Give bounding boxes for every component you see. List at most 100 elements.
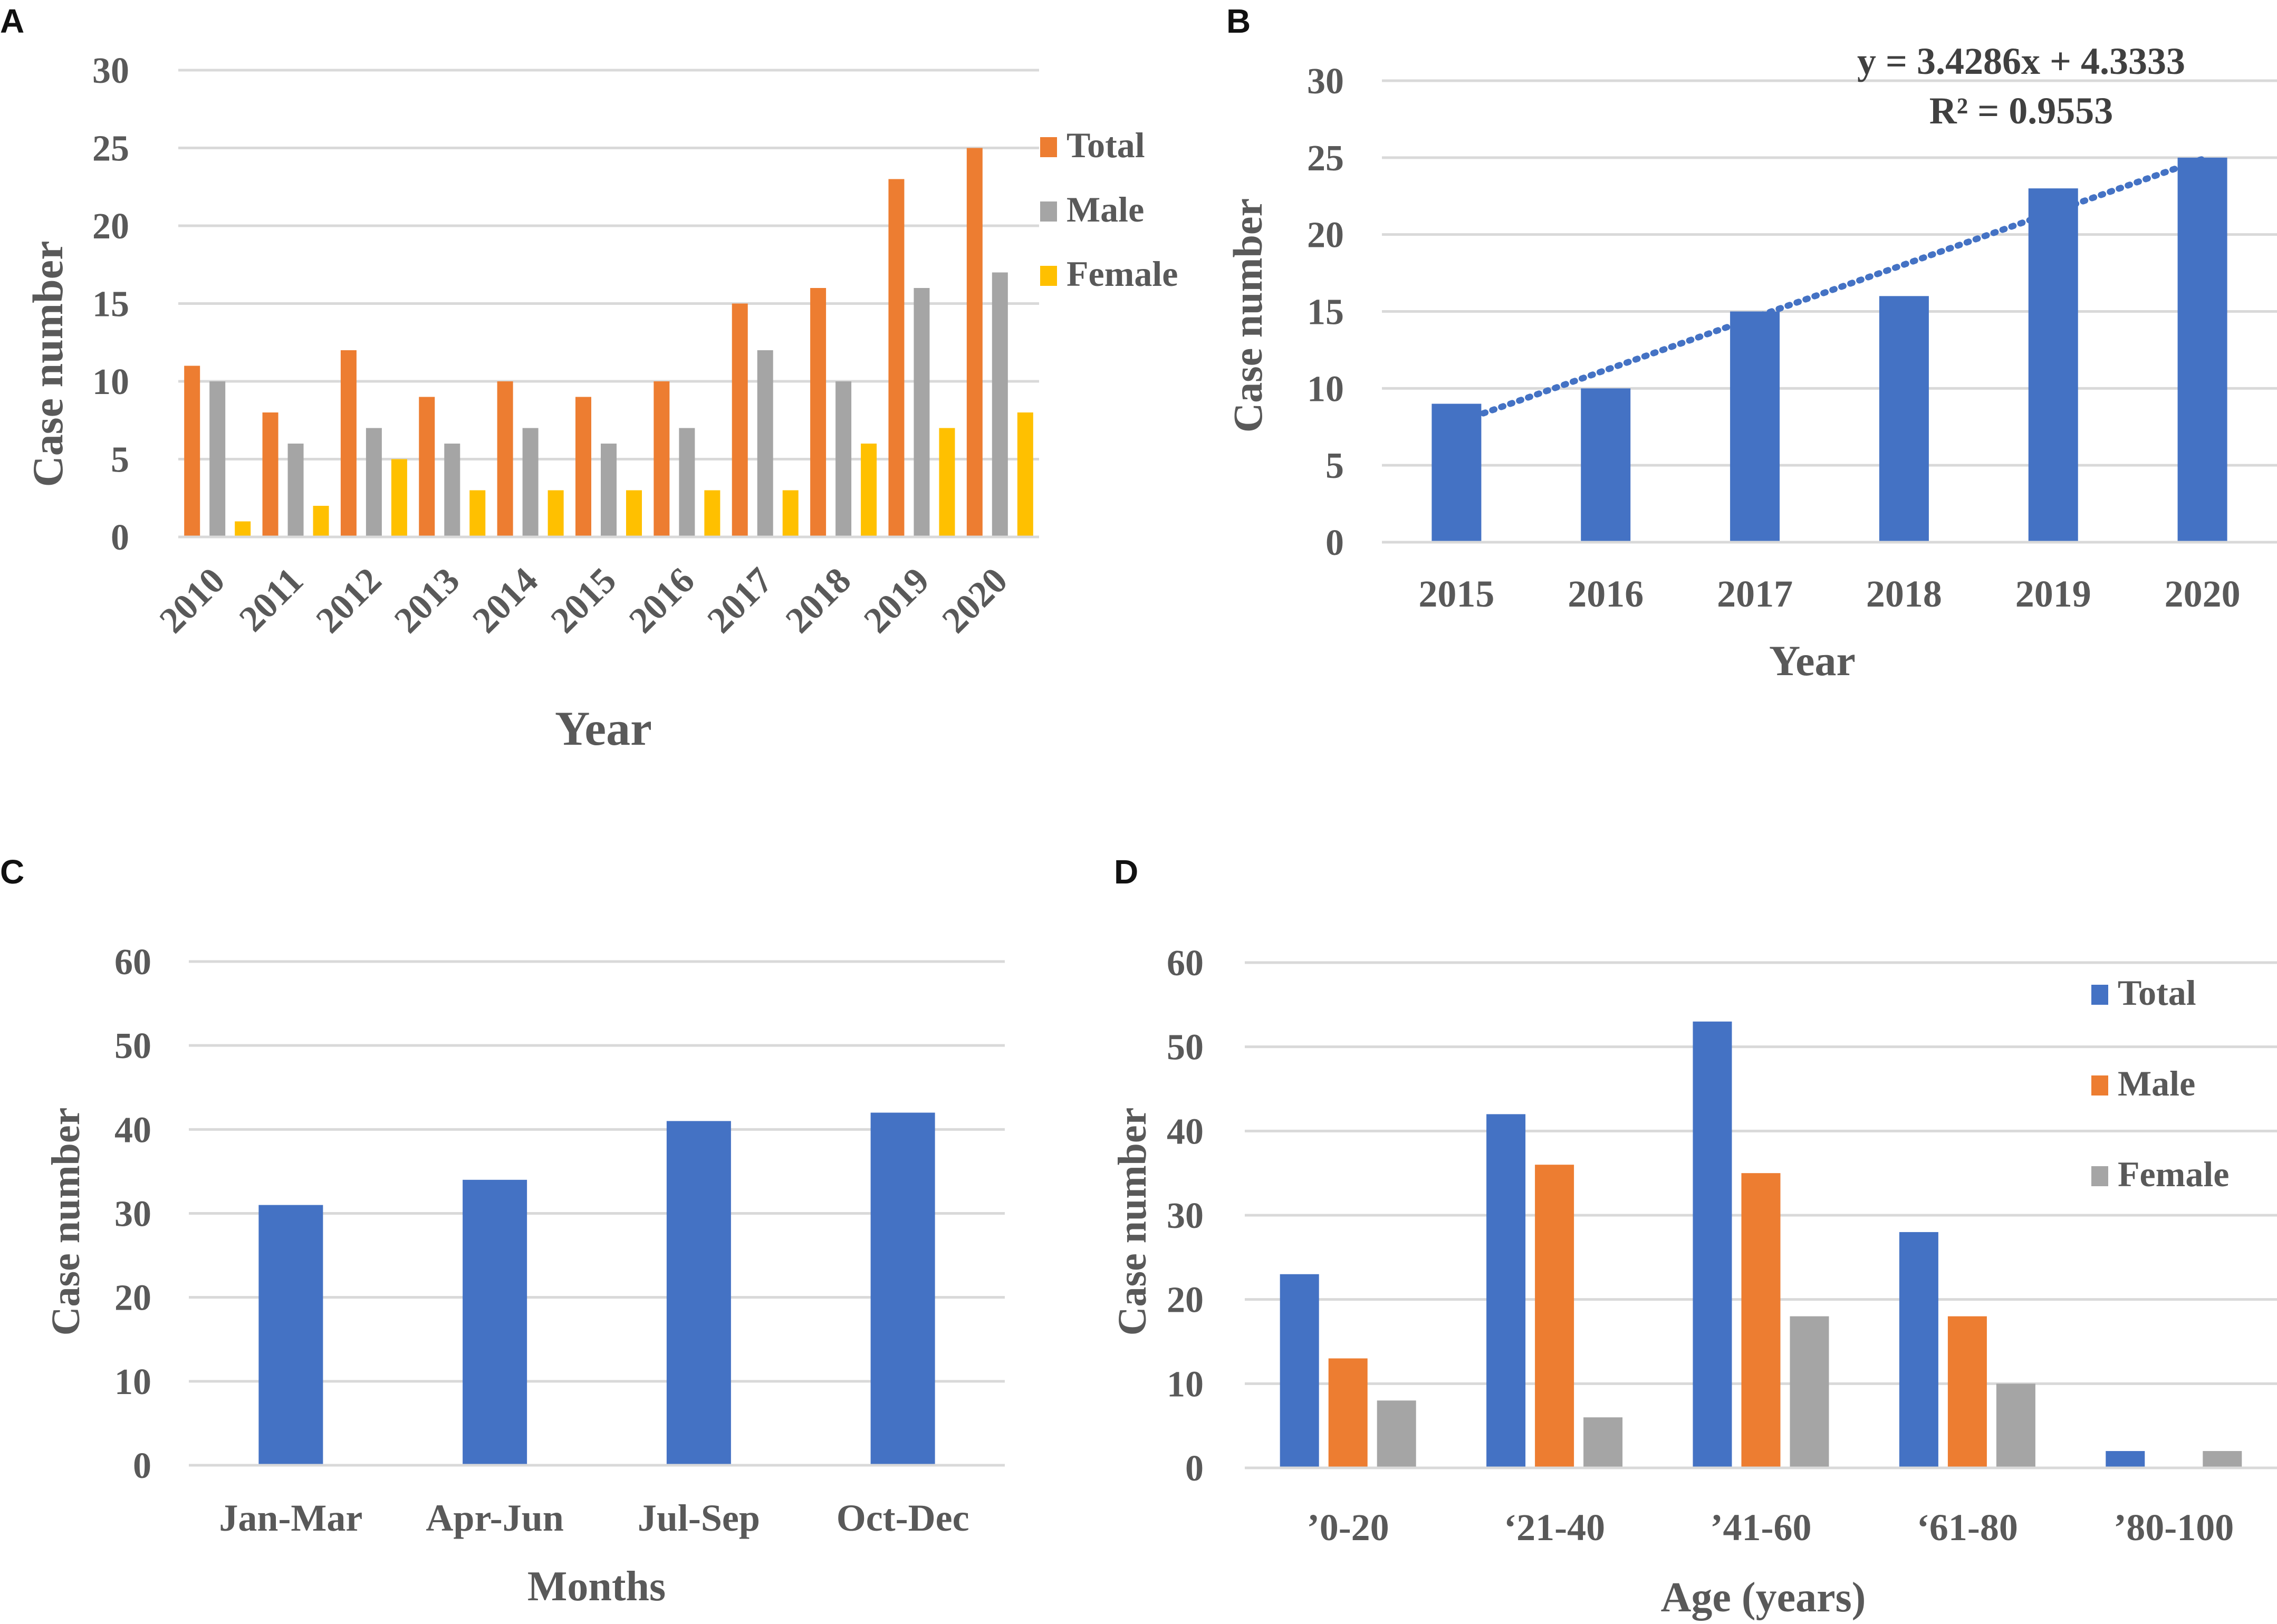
- x-tick-label: 2017: [1717, 573, 1793, 615]
- bar-total-2140: [1486, 1114, 1526, 1468]
- bar-total-2017: [732, 303, 748, 537]
- bar-total-2019: [888, 179, 905, 537]
- y-axis-title: Case number: [24, 241, 72, 487]
- y-tick-label: 30: [1307, 61, 1344, 102]
- bar-female-2020: [1017, 412, 1033, 537]
- legend: Total Male Female: [2091, 973, 2229, 1194]
- chart-panel-c: C 0 10 20 30 40 50 60 Case number Months Jan-Mar Ap…: [0, 853, 1005, 1610]
- bar-female-6180: [1996, 1383, 2035, 1468]
- x-tick-label: ‘21-40: [1504, 1506, 1605, 1549]
- x-tick-label: Oct-Dec: [837, 1497, 969, 1539]
- bar-female-2013: [469, 490, 486, 537]
- bar-male-2018: [835, 381, 852, 537]
- y-tick-label: 0: [1325, 523, 1344, 563]
- bar-male-2013: [444, 444, 460, 537]
- bar-female-2015: [626, 490, 642, 537]
- trendline-equation: y = 3.4286x + 4.3333: [1857, 40, 2185, 82]
- x-tick-label: 2019: [856, 560, 937, 641]
- legend-label-female: Female: [2118, 1154, 2229, 1194]
- y-tick-label: 5: [111, 440, 129, 481]
- legend-swatch-male: [1040, 201, 1057, 222]
- bar-male-2015: [601, 444, 617, 537]
- legend-swatch-female: [1040, 266, 1057, 286]
- x-tick-label: Jan-Mar: [219, 1497, 362, 1539]
- panel-label: B: [1226, 2, 1251, 40]
- bar-total-2020: [2177, 157, 2227, 542]
- y-tick-label: 50: [1167, 1027, 1204, 1068]
- y-tick-label: 25: [92, 129, 129, 169]
- y-tick-label: 30: [114, 1194, 151, 1235]
- y-tick-label: 20: [1307, 215, 1344, 256]
- bar-male-020: [1328, 1358, 1368, 1468]
- bar-female-2011: [313, 506, 329, 537]
- trendline: [1453, 156, 2206, 426]
- bar-male-2011: [287, 444, 304, 537]
- y-tick-label: 0: [1185, 1448, 1204, 1489]
- x-tick-label: 2019: [2015, 573, 2091, 615]
- x-tick-label: 2012: [309, 560, 389, 641]
- bar-total-2015: [1431, 403, 1482, 542]
- bar-female-4160: [1790, 1316, 1829, 1468]
- bar-total-2013: [419, 397, 435, 537]
- bar-total-JanMar: [258, 1205, 323, 1465]
- x-tick-label: Apr-Jun: [426, 1497, 563, 1539]
- x-axis-title: Age (years): [1661, 1574, 1866, 1621]
- x-tick-label: 2016: [621, 560, 702, 641]
- x-tick-label: 2014: [465, 560, 546, 641]
- chart-panel-b: B 0 5 10 15 20 25 30 Case number Year 2015 2016 2017…: [1225, 2, 2277, 685]
- bar-male-2020: [992, 272, 1008, 537]
- legend-label-total: Total: [1067, 125, 1145, 165]
- bar-male-2010: [209, 381, 226, 537]
- bar-total-020: [1280, 1274, 1319, 1468]
- bar-total-2010: [184, 366, 200, 537]
- chart-panel-a: A 0 5 10 15 20 25 30 Case number Year 201020112012…: [0, 2, 1178, 755]
- x-tick-label: ’80-100: [2113, 1506, 2234, 1549]
- x-tick-label: 2013: [387, 560, 467, 641]
- bar-male-4160: [1741, 1173, 1781, 1468]
- y-tick-label: 10: [114, 1362, 151, 1402]
- bar-total-2012: [340, 350, 357, 537]
- y-tick-label: 0: [133, 1446, 151, 1486]
- x-tick-label: 2015: [543, 560, 624, 641]
- x-tick-label: 2010: [152, 560, 233, 641]
- y-tick-label: 20: [92, 206, 129, 247]
- panel-label: A: [0, 2, 24, 40]
- legend-label-male: Male: [2118, 1063, 2195, 1103]
- legend-swatch-female: [2091, 1166, 2108, 1186]
- x-tick-label: ’41-60: [1711, 1506, 1812, 1549]
- x-axis-title: Year: [1769, 637, 1856, 685]
- bar-female-2010: [235, 521, 251, 537]
- legend-label-male: Male: [1067, 189, 1144, 229]
- bar-total-2017: [1730, 311, 1780, 542]
- bar-total-80100: [2106, 1451, 2145, 1468]
- bar-male-6180: [1947, 1316, 1987, 1468]
- bar-total-6180: [1899, 1232, 1938, 1468]
- x-tick-label: 2018: [778, 560, 859, 641]
- y-axis-title: Case number: [1225, 198, 1271, 433]
- x-axis-title: Months: [527, 1563, 666, 1610]
- bar-female-2014: [547, 490, 564, 537]
- panel-label: D: [1114, 853, 1138, 891]
- x-tick-label: 2015: [1418, 573, 1494, 615]
- bar-female-2016: [704, 490, 720, 537]
- y-tick-label: 0: [111, 517, 129, 558]
- x-tick-label: Jul-Sep: [638, 1497, 760, 1539]
- bar-total-2020: [966, 148, 983, 537]
- x-tick-label: 2017: [700, 560, 781, 641]
- bar-female-2012: [391, 459, 407, 537]
- bar-female-80100: [2203, 1451, 2242, 1468]
- y-tick-label: 20: [114, 1278, 151, 1319]
- bar-female-2019: [939, 428, 955, 537]
- x-tick-label: ‘61-80: [1917, 1506, 2018, 1549]
- trendline-r-squared: R² = 0.9553: [1929, 90, 2113, 132]
- bar-male-2019: [914, 288, 930, 537]
- bar-total-2014: [497, 381, 513, 537]
- x-tick-label: ’0-20: [1307, 1506, 1389, 1549]
- panel-label: C: [0, 853, 24, 891]
- y-tick-label: 25: [1307, 138, 1344, 179]
- legend-swatch-total: [2091, 985, 2108, 1005]
- y-tick-label: 30: [1167, 1196, 1204, 1236]
- chart-panel-d: D 0 10 20 30 40 50 60 Case number Age (years) ’0-2…: [1110, 853, 2277, 1621]
- x-tick-label: 2018: [1866, 573, 1942, 615]
